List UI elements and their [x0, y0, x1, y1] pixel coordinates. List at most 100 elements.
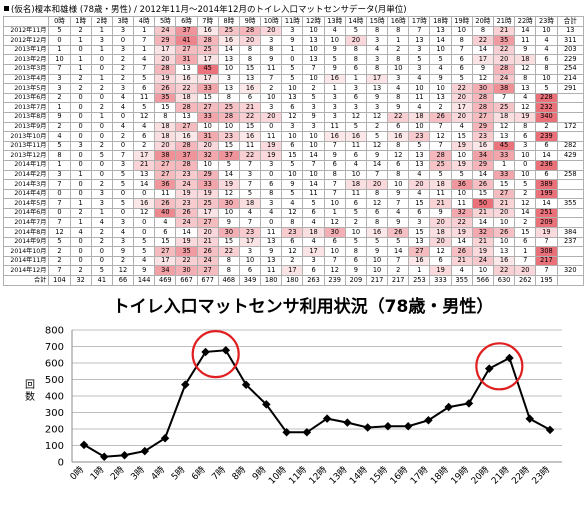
table-cell: 3 — [111, 83, 135, 94]
table-cell: 0 — [111, 188, 135, 200]
column-header: 7時 — [196, 16, 219, 27]
y-tick-label: 400 — [45, 392, 64, 403]
row-label: 2014年11月 — [2, 255, 50, 267]
table-cell: 2 — [48, 246, 71, 257]
table-cell: 0 — [260, 169, 283, 181]
table-cell: 8 — [217, 92, 240, 104]
table-cell: 27 — [175, 121, 198, 133]
row-label: 2013年3月 — [2, 63, 50, 75]
table-cell: 0 — [69, 102, 92, 113]
table-cell: 11 — [260, 227, 283, 238]
table-cell: 5 — [365, 236, 389, 248]
table-cell: 13 — [429, 25, 452, 37]
table-cell: 7 — [323, 255, 346, 267]
table-cell: 19 — [154, 73, 177, 85]
x-tick-label: 9時 — [250, 464, 268, 482]
table-cell: 10 — [344, 227, 367, 238]
table-row: 2014年12月 7 2 5 12 9 34 30 27 8 6 11 17 6 12 9 10 2 1 19 4 10 2… — [2, 265, 585, 277]
header-separator: / — [134, 5, 137, 15]
table-cell: 3 — [387, 73, 410, 85]
table-cell: 24 — [492, 73, 516, 85]
table-cell: 17 — [450, 102, 473, 113]
table-cell: 8 — [514, 73, 537, 85]
x-tick-label: 14時 — [348, 464, 370, 486]
table-cell: 5 — [238, 188, 262, 200]
table-row: 2014年2月 3 1 0 5 13 27 23 29 14 3 0 10 10 8 10 7 8 4 5 5 14 33 1… — [2, 169, 585, 181]
table-cell: 16 — [133, 198, 156, 209]
table-cell: 9 — [387, 102, 410, 113]
table-cell: 10 — [302, 44, 325, 56]
table-cell: 5 — [133, 236, 156, 248]
table-cell: 18 — [492, 111, 516, 123]
table-cell: 37 — [217, 150, 240, 161]
x-tick-label: 18時 — [429, 464, 451, 486]
table-cell: 32 — [471, 227, 495, 238]
data-point — [545, 425, 555, 435]
row-label: 2013年4月 — [2, 73, 50, 85]
table-cell: 21 — [471, 236, 495, 248]
table-cell: 23 — [175, 169, 198, 181]
table-cell: 23 — [471, 131, 495, 142]
table-cell — [556, 159, 585, 171]
table-cell: 20 — [450, 92, 473, 104]
table-cell: 4 — [408, 73, 431, 85]
table-cell: 2 — [90, 102, 113, 113]
table-cell: 19 — [450, 159, 473, 171]
table-cell: 1 — [69, 54, 92, 65]
column-header: 9時 — [238, 16, 262, 27]
table-cell: 12 — [514, 198, 537, 209]
column-header: 18時 — [429, 16, 452, 27]
table-cell: 0 — [281, 54, 304, 65]
table-cell: 11 — [302, 188, 325, 200]
column-header: 21時 — [492, 16, 516, 27]
x-tick-label: 0時 — [68, 464, 86, 482]
table-cell: 20 — [492, 54, 516, 65]
table-cell: 3 — [111, 25, 135, 37]
table-cell: 254 — [556, 63, 585, 75]
table-cell: 12 — [365, 198, 389, 209]
table-cell: 8 — [365, 217, 389, 229]
table-cell: 6 — [344, 198, 367, 209]
table-cell: 6 — [344, 63, 367, 75]
table-cell: 2 — [111, 131, 135, 142]
table-cell: 9 — [111, 246, 135, 257]
table-cell: 15 — [154, 102, 177, 113]
table-cell: 3 — [48, 73, 71, 85]
table-cell: 8 — [387, 140, 410, 152]
table-cell: 6 — [133, 83, 156, 94]
bullet-square-icon — [4, 6, 9, 11]
table-cell: 0 — [90, 255, 113, 267]
table-cell: 16 — [175, 131, 198, 142]
table-cell: 229 — [556, 54, 585, 65]
table-cell: 0 — [90, 159, 113, 171]
table-cell: 3 — [344, 83, 367, 94]
table-cell: 23 — [281, 227, 304, 238]
table-cell: 31 — [175, 54, 198, 65]
table-cell: 21 — [196, 236, 219, 248]
table-row: 2014年9月 5 0 2 3 5 15 19 21 15 17 13 6 4 6 5 5 5 13 20 14 21 10… — [2, 236, 585, 248]
table-cell: 13 — [302, 54, 325, 65]
table-cell: 8 — [471, 25, 495, 37]
table-cell: 11 — [260, 265, 283, 277]
table-cell: 14 — [365, 159, 389, 171]
table-cell: 12 — [514, 63, 537, 75]
table-cell: 5 — [344, 25, 367, 37]
table-cell: 7 — [323, 179, 346, 190]
table-cell: 12 — [514, 102, 537, 113]
table-cell: 4 — [387, 207, 410, 219]
table-cell: 15 — [154, 236, 177, 248]
table-cell: 18 — [238, 198, 262, 209]
table-cell: 10 — [492, 217, 516, 229]
table-cell: 236 — [535, 159, 558, 171]
table-cell: 5 — [133, 102, 156, 113]
table-cell: 15 — [471, 188, 495, 200]
table-cell: 0 — [90, 169, 113, 181]
table-cell: 9 — [365, 246, 389, 257]
table-row: 2012年11月 5 2 1 3 1 24 37 16 25 28 20 3 10 4 5 8 8 7 13 10 8 21… — [2, 25, 585, 37]
table-cell: 13 — [408, 159, 431, 171]
table-cell: 6 — [344, 150, 367, 161]
table-cell: 28 — [175, 159, 198, 171]
row-label: 2013年7月 — [2, 102, 50, 113]
table-cell: 5 — [90, 150, 113, 161]
table-cell: 3 — [323, 102, 346, 113]
